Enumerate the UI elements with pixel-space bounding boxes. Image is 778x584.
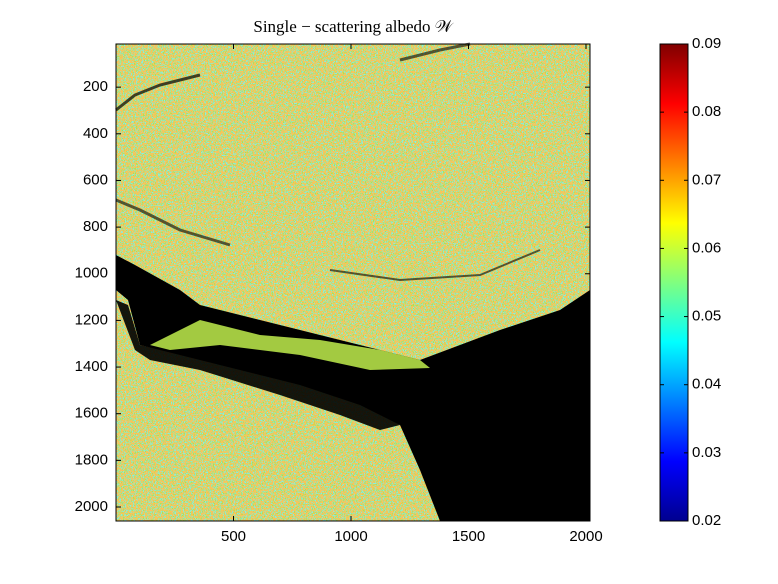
y-tick-label: 400: [83, 125, 108, 142]
colorbar-tick-label: 0.04: [692, 376, 721, 393]
y-tick-label: 2000: [75, 498, 108, 515]
y-tick-label: 1200: [75, 311, 108, 328]
colorbar-tick-label: 0.06: [692, 239, 721, 256]
colorbar: [659, 43, 689, 522]
colorbar-tick-label: 0.09: [692, 35, 721, 52]
y-tick-label: 800: [83, 218, 108, 235]
x-tick-label: 500: [221, 528, 246, 545]
y-tick-label: 1000: [75, 265, 108, 282]
y-tick-label: 1800: [75, 451, 108, 468]
colorbar-tick-label: 0.07: [692, 171, 721, 188]
y-tick-label: 600: [83, 171, 108, 188]
y-tick-label: 1600: [75, 405, 108, 422]
colorbar-tick-label: 0.08: [692, 103, 721, 120]
colorbar-tick-label: 0.03: [692, 444, 721, 461]
x-tick-label: 2000: [569, 528, 602, 545]
colorbar-tick-label: 0.02: [692, 512, 721, 529]
colorbar-tick-label: 0.05: [692, 308, 721, 325]
chart-title: Single − scattering albedo 𝒲: [253, 17, 454, 36]
x-tick-label: 1500: [452, 528, 485, 545]
y-tick-label: 200: [83, 78, 108, 95]
y-tick-label: 1400: [75, 358, 108, 375]
albedo-image: [115, 42, 590, 521]
plot-frame: [115, 43, 591, 522]
x-tick-label: 1000: [334, 528, 367, 545]
